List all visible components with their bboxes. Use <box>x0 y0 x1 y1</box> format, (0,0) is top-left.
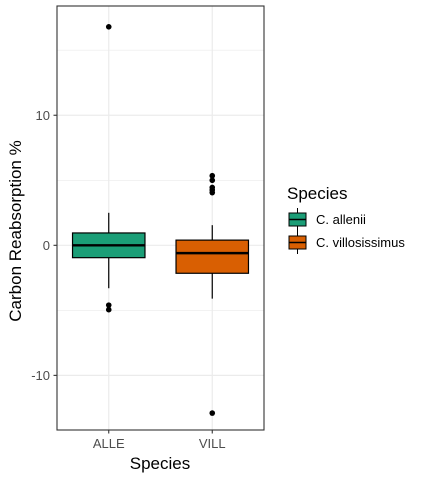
y-tick-label: 10 <box>36 108 50 123</box>
y-axis-title: Carbon Reabsorption % <box>6 140 25 321</box>
x-tick-label: VILL <box>199 436 226 451</box>
box-iqr <box>176 240 248 273</box>
x-axis-title: Species <box>130 454 190 473</box>
y-tick-label: -10 <box>31 368 50 383</box>
legend-title: Species <box>287 184 347 203</box>
outlier-point <box>106 307 112 313</box>
legend-label: C. allenii <box>316 212 366 227</box>
y-tick-label: 0 <box>43 238 50 253</box>
panel-background <box>57 6 264 430</box>
outlier-point <box>209 410 215 416</box>
outlier-point <box>106 24 112 30</box>
outlier-point <box>209 177 215 183</box>
legend-label: C. villosissimus <box>316 235 405 250</box>
outlier-point <box>209 190 215 196</box>
x-tick-label: ALLE <box>93 436 125 451</box>
plot-panel <box>57 6 264 430</box>
